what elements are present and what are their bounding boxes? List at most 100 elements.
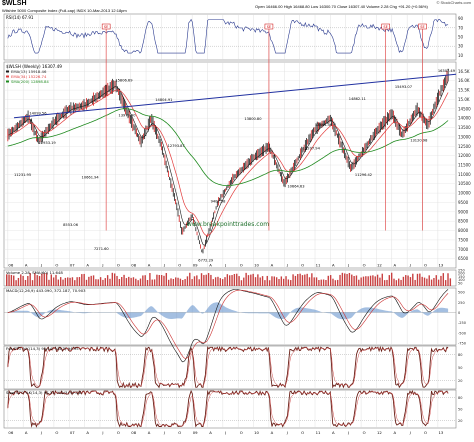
- macd-signal-line: [7, 289, 449, 359]
- x-tick-label: A: [209, 263, 212, 268]
- volume-bar: [177, 277, 179, 286]
- volume-bar: [292, 274, 294, 286]
- volume-bar: [221, 279, 224, 286]
- volume-bar: [390, 272, 393, 286]
- volume-bar: [193, 276, 196, 286]
- y-tick-label: 12000: [458, 153, 471, 158]
- x-tick-label: O: [55, 263, 58, 268]
- x-tick-label: 07: [70, 430, 75, 435]
- x-tick-label: 08: [131, 430, 136, 435]
- y-tick-label: 8500: [458, 219, 469, 224]
- volume-bar: [137, 280, 139, 286]
- y-tick-label: 10500: [458, 181, 471, 186]
- y-tick-label: 0: [458, 311, 460, 315]
- x-tick-label: 09: [193, 430, 198, 435]
- volume-bar: [440, 275, 442, 286]
- chart-date: 10-Mar-2013 12:18pm: [87, 8, 127, 13]
- volume-bar: [24, 279, 27, 286]
- x-tick-label: J: [347, 430, 349, 435]
- volume-bar: [447, 273, 449, 286]
- volume-bar: [327, 275, 329, 286]
- volume-bar: [132, 277, 135, 286]
- volume-bar: [372, 275, 374, 286]
- volume-bar: [250, 274, 252, 286]
- y-tick-label: 80: [458, 396, 462, 400]
- sma200-line: [7, 108, 449, 186]
- x-tick-label: J: [409, 263, 411, 268]
- index-name: Wilshire 5000 Composite Index (Full-cap)…: [2, 8, 87, 13]
- watermark: www.breakpointtrades.com: [187, 221, 269, 228]
- volume-bar: [278, 279, 280, 286]
- volume-bar: [402, 276, 405, 286]
- volume-bar: [55, 274, 57, 286]
- rsi-marker: SE: [267, 25, 271, 29]
- volume-bar: [426, 278, 428, 286]
- x-tick-label: A: [393, 430, 396, 435]
- volume-bar: [36, 275, 38, 286]
- x-tick-label: J: [163, 263, 165, 268]
- rsi-marker: SE: [104, 25, 108, 29]
- macd-title: MACD(12,26,9) 443.090, 372.187, 70.903: [6, 288, 86, 293]
- x-tick-label: 11: [316, 430, 321, 435]
- volume-bar: [88, 276, 90, 286]
- y-tick-label: 15.0K: [458, 97, 470, 102]
- volume-bar: [160, 275, 163, 286]
- x-tick-label: 13: [438, 263, 443, 268]
- volume-bar: [172, 278, 175, 286]
- x-tick-label: O: [363, 263, 366, 268]
- volume-bar: [29, 273, 31, 286]
- x-tick-label: A: [393, 263, 396, 268]
- volume-bar: [210, 274, 212, 286]
- x-tick-label: O: [301, 430, 304, 435]
- x-tick-label: J: [40, 263, 42, 268]
- price-annotation: 11231.95: [14, 173, 31, 177]
- volume-bar: [395, 280, 398, 286]
- volume-bar: [334, 280, 337, 286]
- volume-bar: [175, 277, 177, 286]
- y-tick-label: 10: [458, 53, 464, 58]
- price-annotation: 13120.98: [410, 139, 428, 143]
- volume-bar: [423, 277, 426, 286]
- volume-bar: [41, 273, 43, 286]
- x-tick-label: 06: [8, 263, 13, 268]
- volume-bar: [130, 277, 132, 286]
- volume-bar: [50, 274, 52, 286]
- panel-frame: [3, 13, 457, 61]
- volume-bar: [322, 279, 325, 286]
- x-tick-label: J: [101, 263, 103, 268]
- y-tick-label: -500: [458, 331, 466, 335]
- volume-bar: [104, 278, 106, 286]
- y-tick-label: 14000: [458, 116, 471, 121]
- x-tick-label: A: [271, 430, 274, 435]
- volume-bar: [416, 273, 419, 286]
- volume-bar: [344, 273, 346, 286]
- volume-bar: [203, 275, 205, 286]
- volume-bar: [245, 272, 247, 286]
- volume-bar: [304, 274, 306, 286]
- volume-bar: [308, 277, 311, 286]
- x-tick-label: J: [163, 430, 165, 435]
- volume-bar: [71, 277, 74, 286]
- x-tick-label: 10: [254, 263, 259, 268]
- volume-bar: [376, 274, 379, 286]
- volume-bar: [184, 279, 186, 286]
- x-tick-label: 10: [254, 430, 259, 435]
- volume-bar: [236, 273, 238, 286]
- volume-bar: [144, 275, 146, 286]
- x-tick-label: J: [224, 263, 226, 268]
- price-annotation: 16307.49: [438, 69, 456, 73]
- y-tick-label: 16.5K: [458, 69, 470, 74]
- volume-bar: [430, 279, 433, 286]
- price-annotation: 12207.94: [303, 147, 321, 151]
- volume-bar: [149, 273, 151, 286]
- volume-bar: [6, 274, 8, 286]
- volume-bar: [275, 277, 278, 286]
- rsi-line: [7, 18, 449, 54]
- volume-bar: [339, 274, 341, 286]
- rsi-marker: SE: [383, 25, 387, 29]
- volume-bar: [398, 278, 400, 286]
- volume-bar: [266, 275, 268, 286]
- volume-bars: [6, 272, 452, 286]
- ema13-line: [7, 81, 449, 246]
- y-tick-label: 8000: [458, 228, 469, 233]
